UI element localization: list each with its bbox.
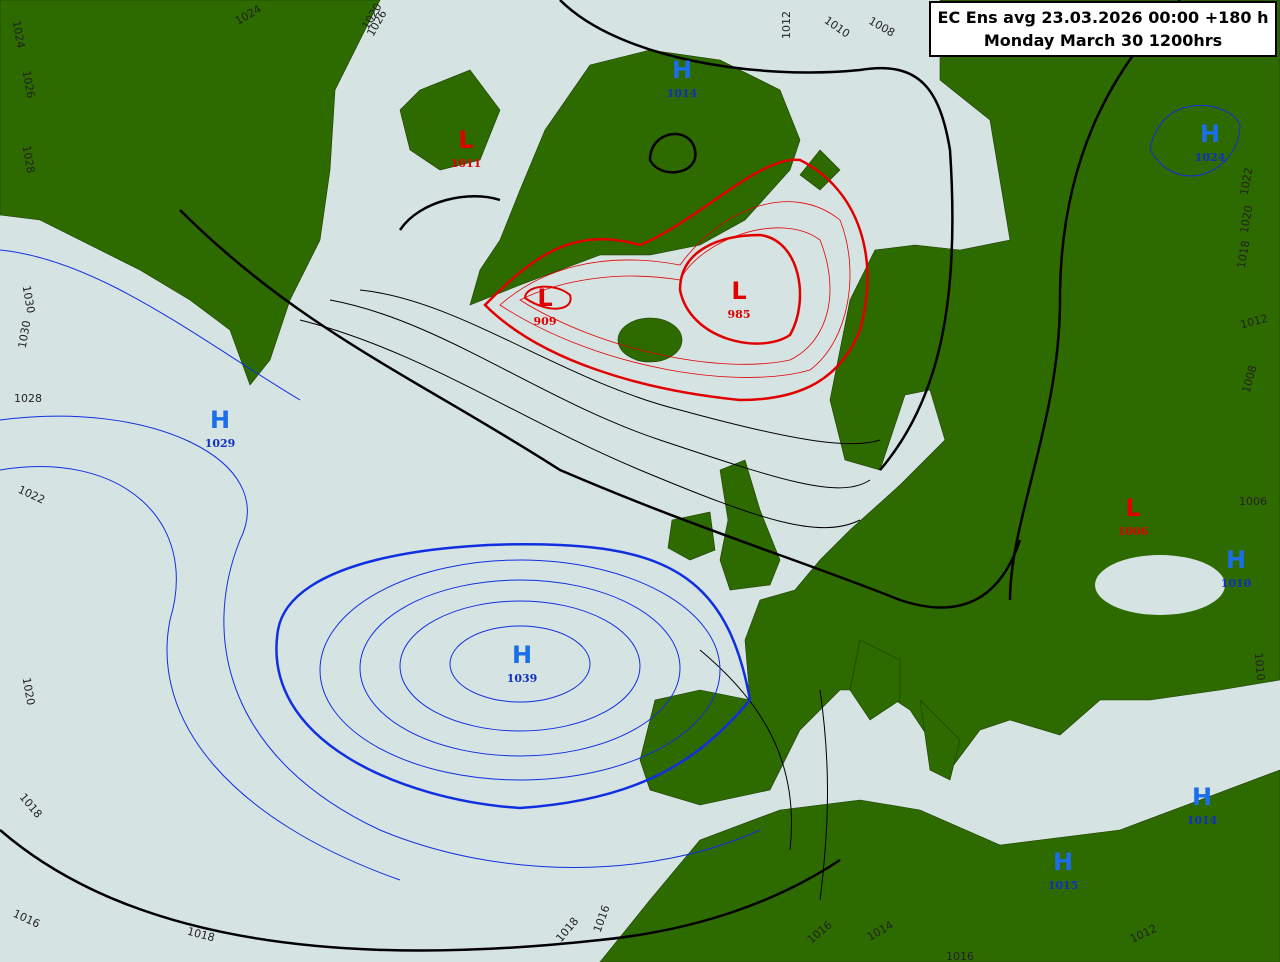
center-letter: L: [537, 284, 552, 312]
center-value: 1014: [1187, 814, 1218, 827]
center-value: 1006: [1118, 525, 1149, 538]
isobar-label: 1006: [1239, 495, 1267, 508]
isobar-label: 1018: [1235, 239, 1253, 269]
center-letter: L: [1125, 494, 1140, 522]
center-value: 1014: [667, 87, 698, 100]
isobar-label: 1026: [20, 69, 38, 99]
isobar-label: 1016: [946, 950, 974, 962]
center-value: 1039: [507, 672, 538, 685]
isobar-label: 1030: [16, 319, 34, 349]
center-letter: H: [1192, 783, 1212, 811]
center-value: 1015: [1048, 879, 1079, 892]
subtitle-line: Monday March 30 1200hrs: [984, 31, 1222, 50]
isobar-label: 1028: [14, 392, 42, 405]
center-value: 1029: [205, 437, 236, 450]
center-letter: H: [1226, 546, 1246, 574]
isobar-label: 1020: [1238, 204, 1256, 234]
title-box: EC Ens avg 23.03.2026 00:00 +180 h Monda…: [929, 1, 1277, 57]
isobar-label: 1028: [20, 144, 38, 174]
isobar-label: 1030: [20, 284, 38, 314]
center-letter: H: [1053, 848, 1073, 876]
center-value: 1010: [1221, 577, 1252, 590]
center-letter: H: [210, 406, 230, 434]
center-value: 1011: [451, 157, 482, 170]
isobar-label: 1020: [20, 676, 38, 706]
center-letter: L: [458, 126, 473, 154]
title-line: EC Ens avg 23.03.2026 00:00 +180 h: [938, 8, 1269, 27]
isobar-label: 1012: [780, 11, 793, 39]
center-value: 909: [534, 315, 557, 328]
isobars: [0, 0, 1241, 952]
center-letter: H: [1200, 120, 1220, 148]
center-letter: H: [672, 56, 692, 84]
center-value: 1024: [1195, 151, 1226, 164]
isobar-label: 1010: [1252, 652, 1267, 681]
center-letter: H: [512, 641, 532, 669]
center-letter: L: [731, 277, 746, 305]
isobar-label: 1022: [1238, 166, 1256, 196]
center-value: 985: [728, 308, 751, 321]
black-sea: [1095, 555, 1225, 615]
isobar-label: 1024: [10, 19, 28, 49]
